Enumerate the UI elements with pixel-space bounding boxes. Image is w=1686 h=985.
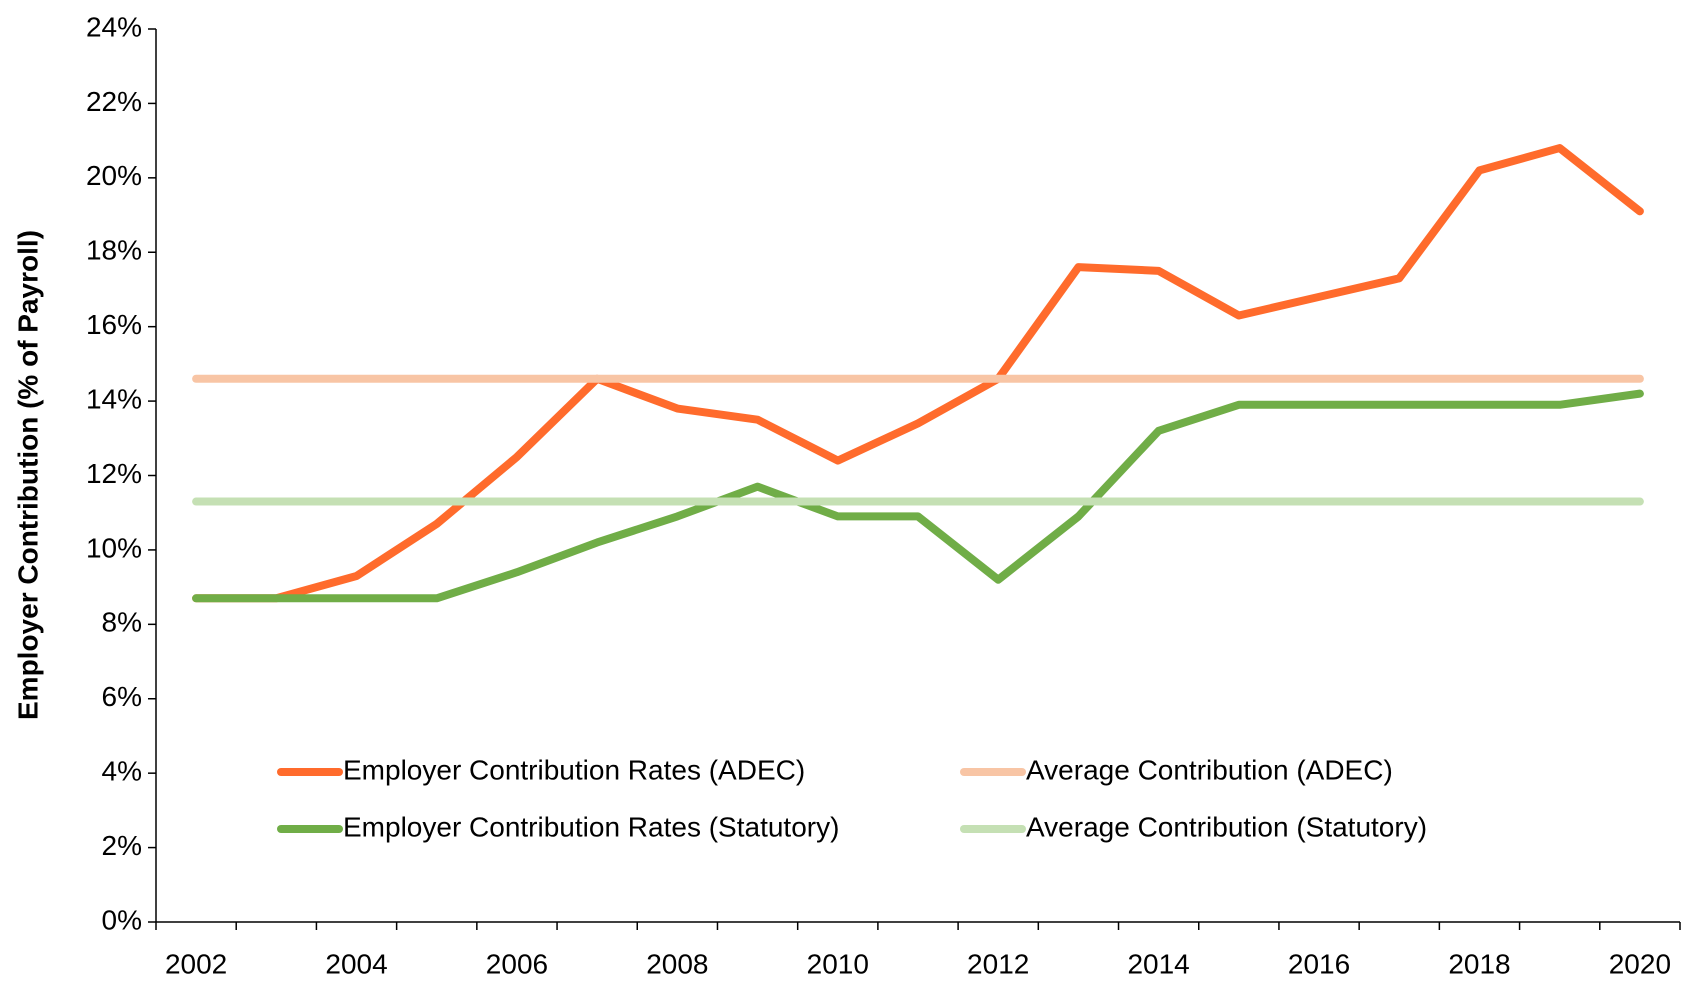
- y-tick-label: 4%: [102, 756, 142, 787]
- y-tick-label: 24%: [86, 11, 142, 42]
- y-tick-label: 22%: [86, 86, 142, 117]
- legend-label: Average Contribution (Statutory): [1026, 811, 1427, 842]
- x-tick-label: 2004: [325, 948, 387, 979]
- series-line: [192, 389, 1644, 603]
- y-tick-label: 14%: [86, 383, 142, 414]
- y-tick-label: 0%: [102, 904, 142, 935]
- legend-label: Average Contribution (ADEC): [1026, 754, 1393, 785]
- y-tick-label: 10%: [86, 532, 142, 563]
- legend-label: Employer Contribution Rates (ADEC): [343, 754, 805, 785]
- x-tick-label: 2018: [1448, 948, 1510, 979]
- x-tick-label: 2012: [967, 948, 1029, 979]
- y-tick-label: 18%: [86, 235, 142, 266]
- series-line: [192, 144, 1644, 603]
- x-tick-label: 2020: [1609, 948, 1671, 979]
- y-tick-label: 16%: [86, 309, 142, 340]
- x-tick-label: 2010: [807, 948, 869, 979]
- y-tick-label: 12%: [86, 458, 142, 489]
- y-tick-label: 6%: [102, 681, 142, 712]
- y-tick-label: 2%: [102, 830, 142, 861]
- y-tick-label: 8%: [102, 607, 142, 638]
- x-tick-label: 2014: [1127, 948, 1189, 979]
- x-tick-label: 2002: [165, 948, 227, 979]
- x-tick-label: 2006: [486, 948, 548, 979]
- x-tick-label: 2008: [646, 948, 708, 979]
- y-tick-label: 20%: [86, 160, 142, 191]
- y-axis-title: Employer Contribution (% of Payroll): [12, 230, 43, 720]
- legend-label: Employer Contribution Rates (Statutory): [343, 811, 839, 842]
- x-tick-label: 2016: [1288, 948, 1350, 979]
